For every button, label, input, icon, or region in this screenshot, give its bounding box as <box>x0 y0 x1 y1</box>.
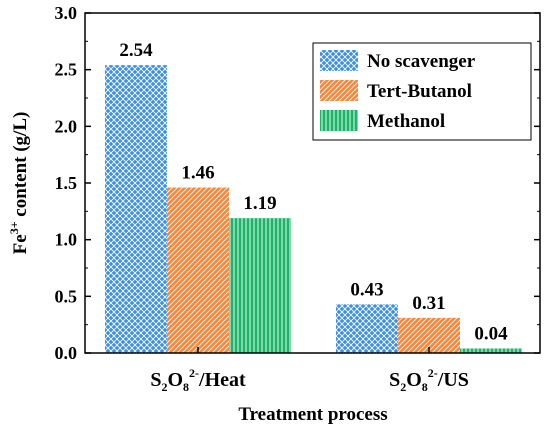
y-tick-label: 0.5 <box>55 286 78 306</box>
bar-tert-butanol-1 <box>167 187 229 353</box>
x-axis-categories: S2O82-/Heat S2O82-/US <box>150 347 469 394</box>
y-tick-label: 2.5 <box>55 60 78 80</box>
bar-methanol-2 <box>460 348 522 353</box>
data-labels-layer: 2.54 0.43 1.46 0.31 1.19 0.04 <box>119 40 508 344</box>
data-label: 0.31 <box>412 293 445 314</box>
legend-label: Methanol <box>367 111 445 132</box>
data-label: 2.54 <box>119 40 153 61</box>
legend: No scavenger Tert-Butanol Methanol <box>312 42 532 141</box>
y-tick-label: 1.0 <box>55 230 78 250</box>
y-axis-title: Fe3+ content (g/L) <box>7 112 31 255</box>
legend-label: Tert-Butanol <box>367 81 472 102</box>
y-axis-ticks: 0.0 0.5 1.0 1.5 2.0 2.5 3.0 <box>55 3 540 363</box>
y-tick-label: 1.5 <box>55 173 78 193</box>
data-label: 1.19 <box>243 193 276 214</box>
y-tick-label: 2.0 <box>55 116 78 136</box>
bar-methanol-1 <box>229 218 291 353</box>
data-label: 1.46 <box>181 163 214 184</box>
bars-layer <box>105 65 522 353</box>
y-axis-title-superscript: 3+ <box>7 221 21 234</box>
data-label: 0.04 <box>474 323 508 344</box>
legend-swatch-methanol <box>320 110 358 131</box>
y-tick-label: 3.0 <box>55 3 78 23</box>
legend-label: No scavenger <box>367 51 476 72</box>
legend-swatch-tert-butanol <box>320 80 358 101</box>
legend-swatch-no-scavenger <box>320 50 358 71</box>
x-category-label: S2O82-/US <box>389 366 469 394</box>
bar-no-scavenger-2 <box>336 304 398 353</box>
y-tick-label: 0.0 <box>55 343 78 363</box>
data-label: 0.43 <box>350 279 383 300</box>
bar-no-scavenger-1 <box>105 65 167 353</box>
x-category-label: S2O82-/Heat <box>150 366 246 394</box>
x-axis-title: Treatment process <box>238 404 387 425</box>
